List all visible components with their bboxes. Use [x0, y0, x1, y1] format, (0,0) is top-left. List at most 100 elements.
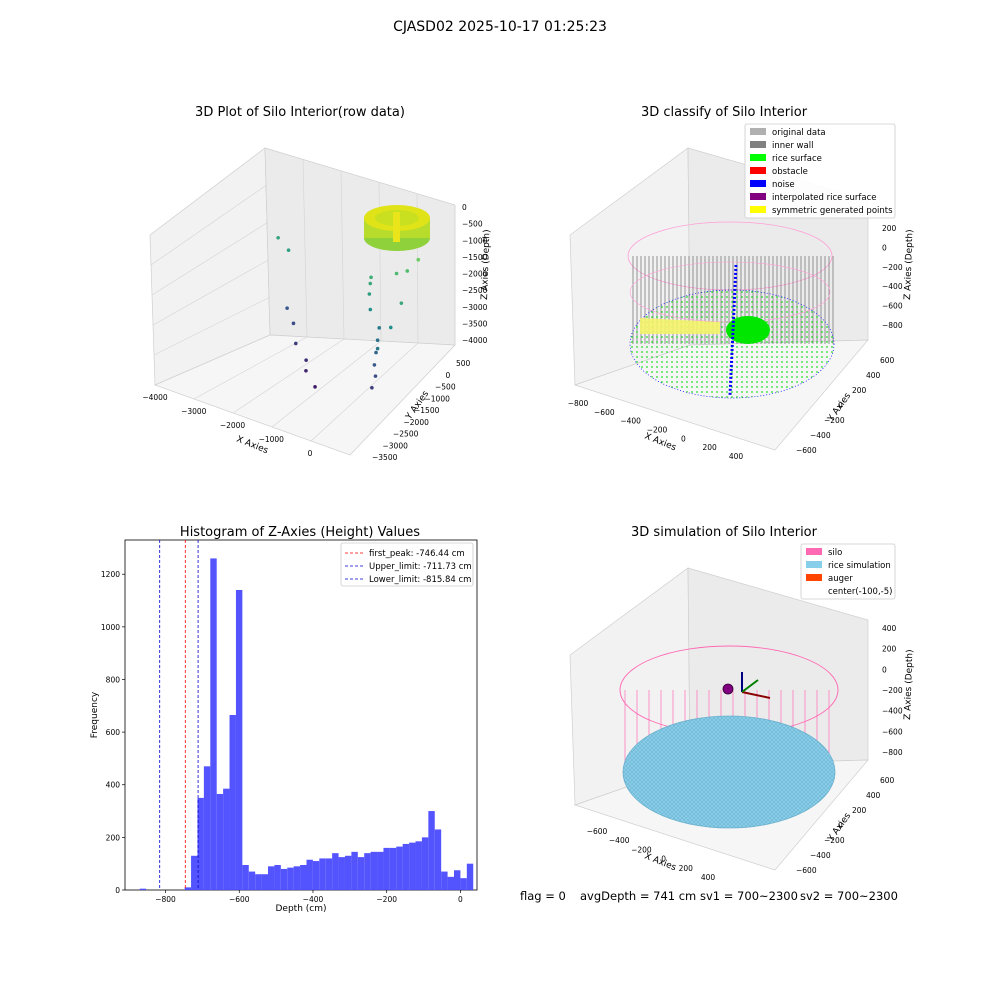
simulation-legend-swatch: [806, 548, 822, 555]
histogram-bar: [370, 851, 378, 890]
histogram-bar: [300, 865, 307, 890]
histogram-bar: [351, 851, 358, 890]
simulation-z-tick-label: 400: [882, 624, 897, 633]
raw-grid-line: [349, 344, 456, 456]
histogram-ticks: −800 −600 −400 −200 0 0 200 400 600 800 1000 1200: [101, 570, 463, 904]
simulation-legend-label: rice simulation: [828, 561, 891, 571]
raw-grid-line: [271, 340, 382, 428]
simulation-auger-axis-x: [741, 691, 771, 699]
simulation-z-tick-label: −600: [882, 727, 903, 736]
raw-data-point: [405, 269, 410, 273]
raw-grid-line: [264, 147, 271, 336]
simulation-x-tick-label: −600: [587, 827, 608, 836]
raw-z-tick-label: −3500: [462, 319, 488, 328]
classify-rice-core: [726, 316, 770, 344]
raw-data-point: [367, 292, 372, 296]
raw-z-tick-label: 0: [462, 203, 467, 212]
histogram-bar: [325, 858, 333, 890]
raw-z-tick-label: −4000: [462, 336, 488, 345]
footer-avg-depth: avgDepth = 741 cm: [580, 889, 696, 903]
raw-z-tick-label: −2500: [462, 286, 488, 295]
simulation-x-tick-label: −200: [631, 845, 652, 854]
histogram-bar: [377, 851, 384, 890]
histogram-x-tick-label: 0: [458, 895, 463, 904]
raw-data-point: [368, 307, 373, 312]
classify-plot-title: 3D classify of Silo Interior: [641, 105, 808, 120]
simulation-y-tick-label: 400: [866, 791, 881, 800]
simulation-z-tick-label: 200: [882, 645, 897, 654]
footer-flag: flag = 0: [520, 889, 566, 903]
raw-data-point: [304, 368, 308, 373]
raw-grid-line: [151, 222, 268, 296]
simulation-z-tick-label: 0: [882, 665, 887, 674]
histogram-legend-label: first_peak: -746.44 cm: [369, 549, 465, 559]
histogram-bar: [248, 871, 256, 890]
histogram-y-tick-label: 1200: [101, 570, 120, 579]
classify-y-tick-label: 200: [852, 386, 867, 395]
classify-legend-label: noise: [772, 180, 795, 190]
histogram-bar: [460, 878, 467, 890]
histogram-x-tick-label: −800: [155, 895, 176, 904]
classify-legend-label: inner wall: [772, 141, 813, 151]
simulation-z-tick-label: −800: [882, 748, 903, 757]
footer-status: flag = 0 avgDepth = 741 cm sv1 = 700~230…: [520, 889, 898, 903]
classify-legend: original data inner wall rice surface obsta…: [744, 123, 896, 219]
simulation-legend: silo rice simulation auger center(-100,-5): [800, 543, 896, 600]
histogram-x-axis-label: Depth (cm): [275, 904, 326, 914]
histogram-plot-area: [124, 539, 478, 891]
raw-x-tick-label: −1000: [259, 435, 285, 444]
raw-y-tick-label: −500: [435, 383, 456, 392]
histogram-bar: [396, 846, 403, 890]
raw-data-point: [375, 338, 380, 343]
footer-sv2: sv2 = 700~2300: [800, 889, 898, 903]
raw-y-tick-label: −3500: [372, 453, 398, 462]
histogram-bar: [255, 874, 262, 890]
simulation-y-tick-label: 600: [880, 776, 895, 785]
raw-y-tick-label: −1500: [414, 406, 440, 415]
classify-noise-column: [728, 264, 738, 396]
raw-z-tick-label: −1000: [462, 236, 488, 245]
classify-z-tick-label: 200: [882, 224, 897, 233]
simulation-rice-mesh: [623, 716, 835, 828]
histogram-bar: [280, 868, 288, 890]
raw-z-tick-label: −1500: [462, 253, 488, 262]
raw-grid-line: [310, 342, 419, 442]
classify-y-tick-label: 400: [866, 371, 881, 380]
raw-gridlines: [149, 147, 456, 456]
raw-y-tick-label: −1000: [425, 394, 451, 403]
classify-y-tick-label: 600: [880, 356, 895, 365]
classify-x-tick-label: −600: [594, 408, 615, 417]
raw-data-point: [416, 257, 421, 262]
simulation-legend-label: silo: [828, 548, 842, 558]
simulation-z-tick-label: −200: [882, 686, 903, 695]
histogram-bar: [344, 855, 352, 890]
histogram-bar: [223, 788, 230, 890]
panel-classify: 3D classify of Silo Interior −800 −600 −40…: [568, 105, 916, 461]
raw-data-point: [313, 385, 317, 389]
classify-x-tick-label: 200: [703, 443, 718, 452]
classify-legend-box: [744, 123, 896, 219]
classify-y-tick-label: −200: [824, 416, 845, 425]
histogram-bar: [415, 841, 422, 890]
classify-z-axis-label: Z Axies (Depth): [903, 229, 915, 300]
histogram-bar: [306, 859, 313, 890]
histogram-bar: [203, 766, 211, 890]
raw-data-point: [370, 385, 374, 390]
simulation-y-tick-label: 0: [838, 821, 843, 830]
simulation-legend-label: auger: [828, 574, 853, 584]
histogram-bar: [402, 843, 410, 890]
classify-z-tick-label: −200: [882, 263, 903, 272]
histogram-bar: [332, 853, 339, 890]
raw-tick-labels: −4000 −3000 −2000 −1000 0 500 0 −500 −1000 −1500 −…: [142, 203, 487, 462]
histogram-bar: [274, 865, 281, 890]
histogram-bar: [235, 590, 243, 890]
classify-legend-label: rice surface: [772, 154, 822, 164]
figure-suptitle: CJASD02 2025-10-17 01:25:23: [393, 19, 607, 35]
histogram-bar: [389, 847, 397, 890]
histogram-bar: [139, 888, 147, 890]
histogram-y-tick-label: 800: [106, 675, 121, 684]
raw-data-point: [276, 236, 280, 240]
histogram-bar: [466, 863, 474, 890]
raw-data-point: [374, 350, 378, 355]
classify-x-tick-label: −200: [647, 426, 668, 435]
